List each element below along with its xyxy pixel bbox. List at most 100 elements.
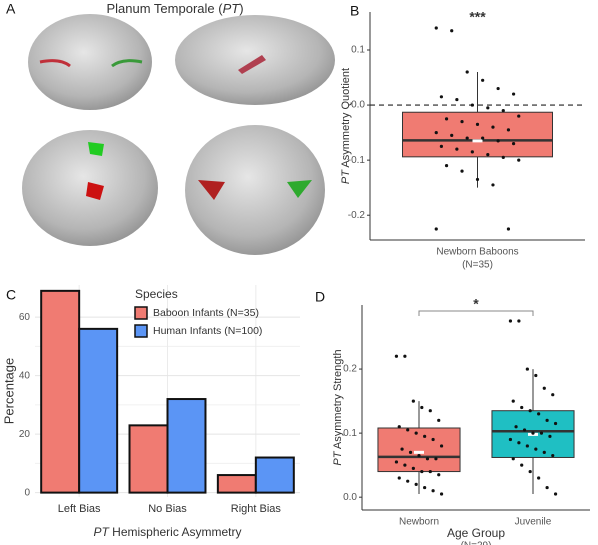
point	[511, 399, 515, 403]
point	[545, 418, 549, 422]
significance: ***	[469, 9, 486, 25]
mean	[472, 139, 483, 143]
point	[511, 457, 515, 461]
point	[423, 434, 427, 438]
point	[553, 421, 558, 426]
point	[491, 125, 495, 129]
point	[525, 367, 529, 371]
axis-title: PT Hemispheric Asymmetry	[93, 525, 241, 539]
y-tick-label: 60	[19, 312, 31, 323]
point	[525, 444, 529, 448]
legend-label: Human Infants (N=100)	[153, 325, 262, 337]
point	[460, 169, 464, 173]
point	[397, 425, 401, 429]
point	[501, 108, 505, 113]
x-tick-note: (N=35)	[462, 260, 493, 271]
point	[408, 450, 413, 454]
point	[496, 86, 500, 91]
point	[444, 164, 449, 168]
x-tick-label: Right Bias	[231, 503, 282, 515]
point	[431, 489, 435, 493]
point	[486, 106, 490, 110]
point	[397, 476, 401, 480]
point	[486, 153, 490, 157]
point	[534, 373, 538, 378]
point	[511, 92, 516, 96]
axis-title: PT Asymmetry Quotient	[340, 68, 352, 184]
point	[517, 319, 521, 323]
significance-bracket	[418, 310, 534, 316]
axis-title-part: Asymmetry Quotient	[340, 68, 352, 170]
title-part: PT	[223, 1, 241, 16]
axis-title-part: PT	[93, 525, 110, 539]
point	[431, 437, 435, 442]
point	[444, 117, 449, 121]
point	[553, 492, 558, 496]
point	[414, 482, 418, 486]
axis-title-part: PT	[340, 169, 352, 184]
point	[439, 95, 444, 99]
legend-swatch	[134, 306, 148, 320]
point	[400, 447, 404, 451]
axis-title-part: Hemispheric Asymmetry	[109, 525, 242, 539]
panel-label: B	[350, 3, 359, 19]
y-tick-label: -0.2	[348, 210, 366, 221]
point	[481, 78, 485, 82]
point	[455, 97, 459, 102]
point	[491, 183, 495, 187]
point	[417, 453, 421, 458]
point	[475, 122, 480, 126]
point	[406, 428, 410, 432]
point	[501, 155, 505, 159]
legend-swatch	[134, 324, 148, 338]
point	[506, 128, 511, 132]
x-tick-label: Newborn Baboons	[436, 247, 518, 258]
point	[531, 431, 535, 435]
point	[537, 476, 541, 480]
point	[508, 319, 513, 323]
point	[528, 469, 532, 474]
region-right	[111, 59, 143, 68]
point	[551, 453, 555, 458]
point	[450, 29, 454, 33]
point	[542, 450, 546, 454]
point	[517, 158, 521, 162]
note: (N=29)	[461, 541, 492, 545]
point	[434, 26, 438, 30]
bar	[78, 327, 119, 494]
bar	[166, 398, 207, 494]
point	[434, 457, 438, 461]
y-tick-label: 0.1	[351, 45, 365, 56]
point	[425, 457, 430, 461]
region-3d-green	[88, 142, 104, 156]
box	[377, 427, 461, 473]
axis-title-part: PT	[332, 450, 344, 465]
panel-label: A	[6, 1, 16, 17]
point	[470, 103, 474, 107]
point	[542, 386, 546, 390]
point	[411, 399, 415, 403]
point	[548, 434, 552, 438]
mean	[414, 450, 424, 454]
y-axis-title: Percentage	[1, 358, 16, 425]
region-3d-red	[86, 182, 104, 200]
point	[403, 463, 407, 467]
point	[465, 136, 469, 140]
title-part: Planum Temporale (	[106, 1, 223, 16]
point	[537, 412, 541, 416]
point	[511, 142, 516, 146]
y-tick-label: 40	[19, 370, 31, 381]
point	[428, 409, 432, 413]
y-tick-label: -0.1	[348, 155, 366, 166]
point	[534, 447, 538, 451]
legend-title: Species	[135, 287, 178, 301]
y-tick-label: 0.0	[351, 100, 365, 111]
point	[394, 354, 399, 358]
point	[450, 133, 454, 137]
point	[439, 492, 444, 496]
point	[437, 473, 441, 477]
y-tick-label: 0.1	[343, 428, 357, 439]
point	[522, 428, 527, 432]
y-tick-label: 0	[24, 487, 30, 498]
